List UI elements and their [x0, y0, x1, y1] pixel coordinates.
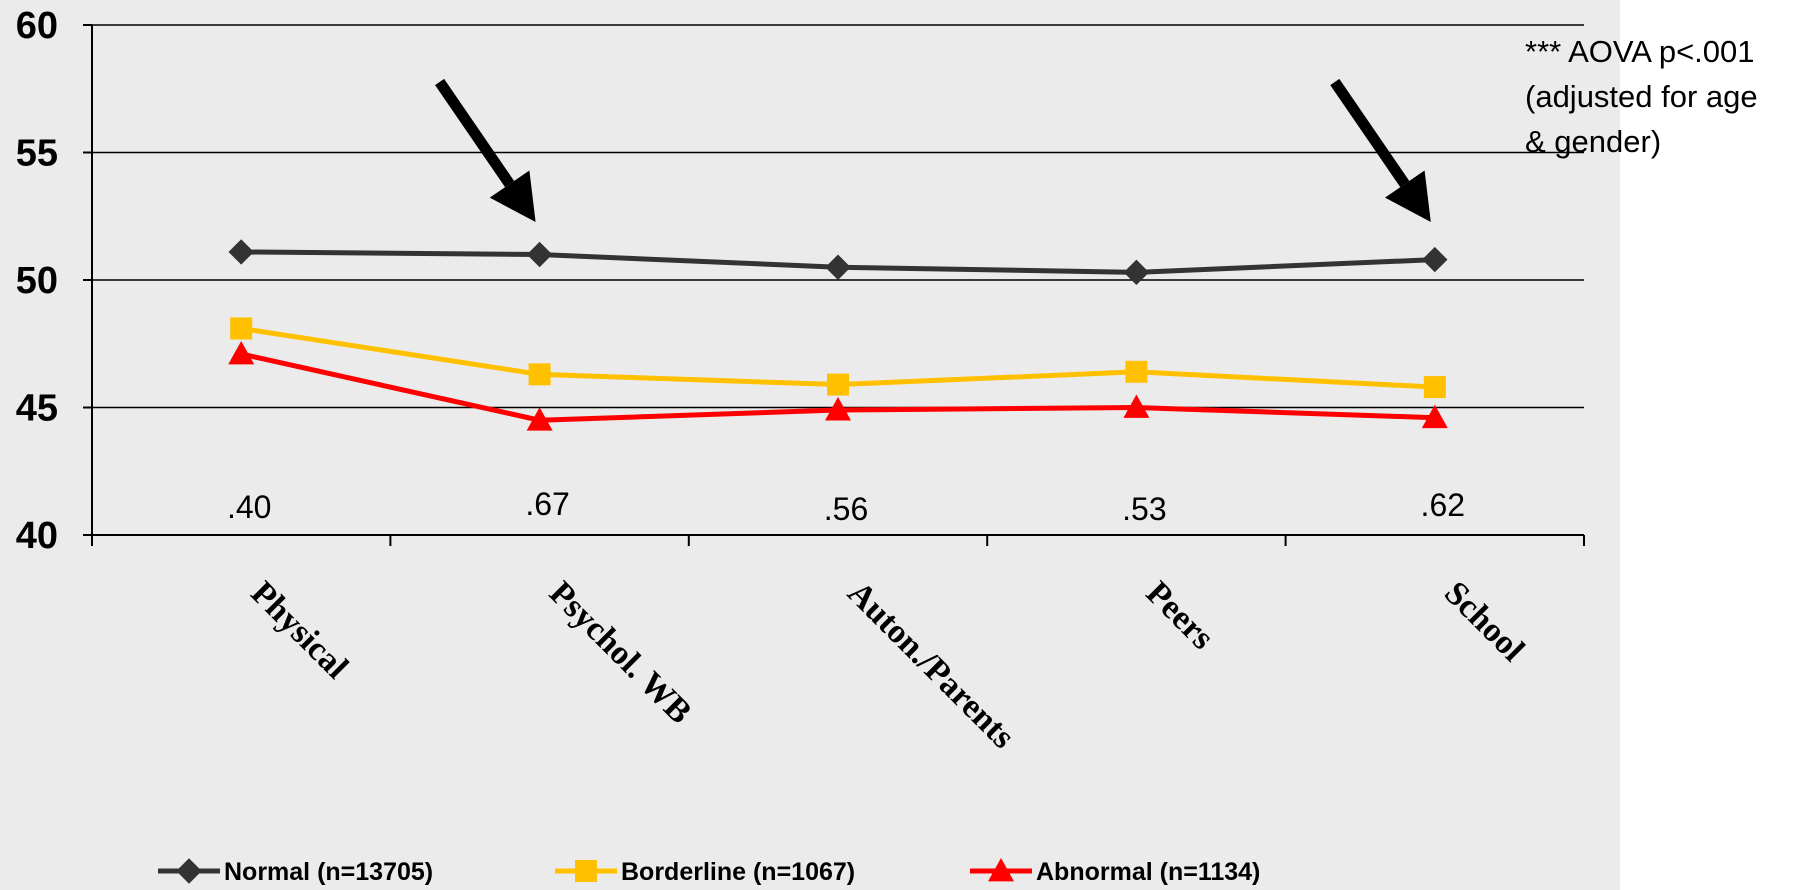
y-tick-label: 40 — [16, 515, 58, 557]
correlation-label: .53 — [1122, 491, 1166, 527]
legend-label: Abnormal (n=1134) — [1036, 858, 1260, 886]
category-label: School — [1437, 574, 1531, 668]
annotation-arrows — [435, 78, 1431, 222]
data-point — [1123, 394, 1150, 418]
chart-background — [0, 0, 1620, 890]
correlation-label: .62 — [1421, 487, 1465, 523]
legend-item: Abnormal (n=1134) — [970, 858, 1260, 886]
series-triangle — [228, 340, 1448, 431]
data-point — [228, 340, 255, 365]
series-layer — [228, 239, 1448, 431]
legend-item: Normal (n=13705) — [158, 858, 433, 886]
note-line: & gender) — [1525, 124, 1661, 159]
data-point — [1422, 246, 1448, 273]
data-point — [230, 317, 253, 340]
arrow-shaft — [435, 78, 515, 188]
data-point — [1123, 259, 1150, 286]
axes — [83, 24, 1585, 546]
legend-marker — [575, 860, 597, 882]
legend-marker — [176, 858, 202, 884]
arrow-annotation — [435, 78, 536, 222]
arrow-head — [489, 170, 536, 222]
y-tick-labels: 40 45 50 55 60 — [16, 5, 58, 557]
correlation-label: .56 — [824, 491, 868, 527]
arrow-annotation — [1330, 78, 1431, 222]
category-label: Psychol. WB — [542, 574, 699, 731]
legend-item: Borderline (n=1067) — [555, 858, 855, 886]
legend-label: Borderline (n=1067) — [621, 858, 855, 886]
note-line: *** AOVA p<.001 — [1525, 34, 1755, 69]
data-point — [228, 239, 254, 265]
correlation-label: .67 — [525, 486, 569, 522]
data-point — [526, 241, 553, 268]
category-label: Auton./Parents — [840, 574, 1021, 755]
legend: Normal (n=13705) Borderline (n=1067) Abnor… — [158, 858, 1260, 886]
arrow-head — [1384, 170, 1431, 222]
legend-label: Normal (n=13705) — [224, 858, 433, 886]
series-diamond — [228, 239, 1448, 286]
gridlines — [92, 24, 1584, 409]
y-tick-label: 50 — [16, 260, 58, 302]
data-point — [526, 407, 553, 431]
significance-note: *** AOVA p<.001 (adjusted for age & gender… — [1525, 34, 1758, 159]
y-tick-label: 45 — [16, 388, 58, 430]
data-point — [825, 254, 851, 280]
legend-marker — [988, 858, 1014, 882]
category-label: Physical — [244, 574, 356, 686]
note-line: (adjusted for age — [1525, 79, 1758, 114]
correlation-labels: .40 .67 .56 .53 .62 — [227, 486, 1465, 527]
y-tick-label: 60 — [16, 5, 58, 47]
data-point — [1423, 376, 1446, 399]
data-point — [1421, 404, 1448, 429]
arrow-shaft — [1330, 78, 1410, 188]
data-point — [825, 397, 851, 421]
correlation-label: .40 — [227, 489, 271, 525]
series-square — [230, 317, 1446, 399]
data-point — [1125, 360, 1148, 383]
data-point — [528, 363, 551, 386]
y-tick-label: 55 — [16, 133, 58, 175]
category-labels: Physical Psychol. WB Auton./Parents Peers Sc… — [244, 574, 1532, 755]
category-label: Peers — [1139, 574, 1221, 656]
data-point — [827, 373, 849, 396]
